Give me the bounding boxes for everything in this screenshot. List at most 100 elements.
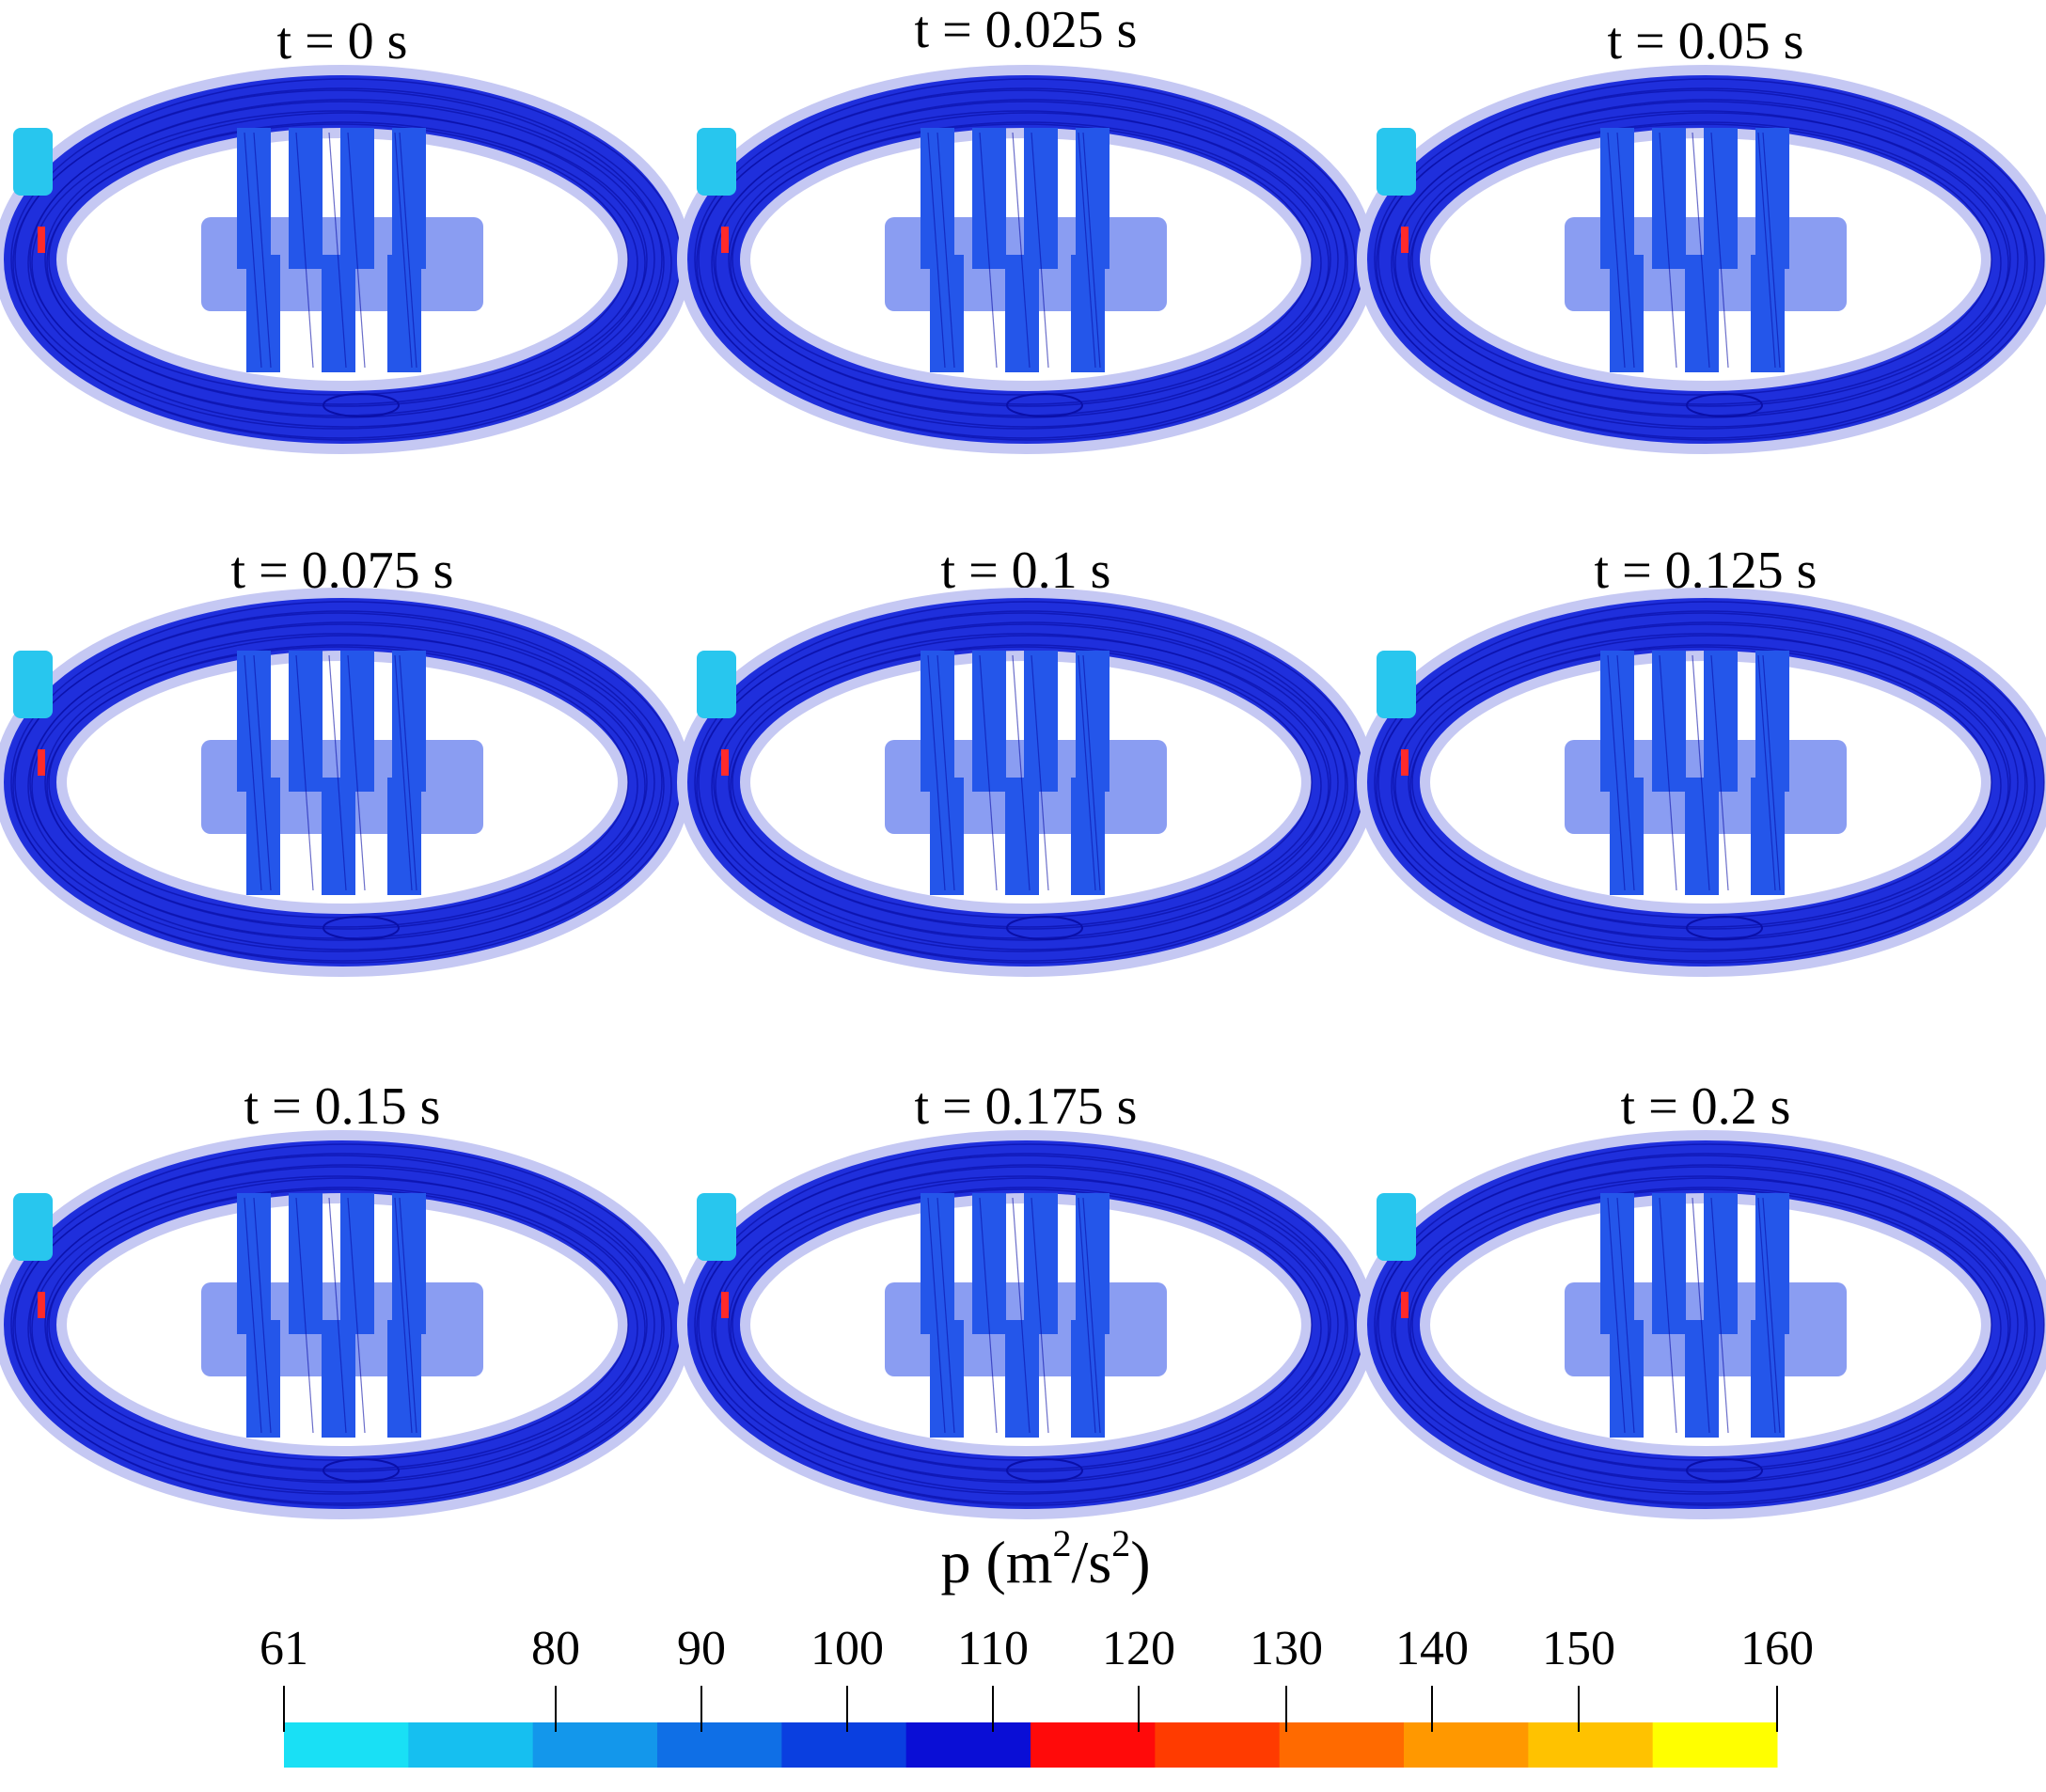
upper-channel [340, 651, 374, 792]
streamline [1391, 621, 2028, 951]
streamline [1394, 633, 2009, 939]
panel-title: t = 0.025 s [915, 1, 1138, 59]
upper-channel [972, 128, 1006, 269]
streamline [31, 1175, 646, 1482]
colorbar-segment [1528, 1722, 1654, 1768]
upper-channel [921, 1193, 954, 1334]
streamline [48, 123, 629, 396]
streamline [713, 1166, 1339, 1484]
streamline [715, 110, 1330, 417]
vortex [1006, 1458, 1083, 1483]
panel-title: t = 0.175 s [915, 1077, 1138, 1136]
lower-channel [246, 255, 280, 372]
upper-channel [972, 1193, 1006, 1334]
streamline [328, 654, 347, 891]
inlet [697, 1193, 736, 1261]
streamline [1408, 112, 2011, 407]
upper-channel [289, 1193, 323, 1334]
streamline [732, 123, 1313, 396]
streamline [1376, 610, 2036, 962]
streamline [1659, 1197, 1677, 1434]
streamline [927, 132, 946, 369]
upper-channel [1600, 651, 1634, 792]
colorbar-label: p (m2/s2) [940, 1522, 1150, 1596]
upper-channel [392, 128, 426, 269]
upper-channel [392, 1193, 426, 1334]
streamline [730, 121, 1322, 405]
flow-panel [0, 1130, 691, 1519]
upper-channel [921, 128, 954, 269]
inlet [13, 1193, 53, 1261]
streamline [713, 623, 1339, 941]
upper-channel [1024, 651, 1058, 792]
label-part: p (m [940, 1529, 1052, 1596]
streamline [1082, 1197, 1101, 1434]
hot-spot [721, 749, 729, 776]
upper-channel [1024, 128, 1058, 269]
lower-channel [930, 1320, 964, 1438]
streamline [711, 1164, 1348, 1493]
panel-title: t = 0.15 s [244, 1077, 441, 1136]
lower-channel [246, 1320, 280, 1438]
tick-label: 150 [1542, 1622, 1615, 1675]
streamline [698, 89, 1346, 430]
hot-spot [1401, 1292, 1409, 1318]
lower-channel [322, 255, 355, 372]
streamline [27, 621, 665, 951]
streamline [244, 132, 262, 369]
streamline [927, 654, 946, 891]
upper-channel [340, 128, 374, 269]
colorbar-segment [284, 1722, 409, 1768]
upper-channel [1704, 651, 1738, 792]
streamline [31, 633, 646, 939]
streamline [711, 621, 1348, 951]
streamline [730, 644, 1322, 928]
lower-channel [930, 255, 964, 372]
streamline [347, 1197, 366, 1434]
streamline [1409, 1187, 2002, 1470]
tick-label: 140 [1395, 1622, 1469, 1675]
streamline [1710, 1197, 1729, 1434]
hot-spot [1401, 227, 1409, 253]
streamline [1012, 132, 1031, 369]
tick-label: 61 [260, 1622, 308, 1675]
streamline [46, 121, 638, 405]
streamline [399, 1197, 417, 1434]
hot-spot [721, 227, 729, 253]
flow-panel [1357, 65, 2046, 454]
streamline [347, 132, 366, 369]
lower-channel [1610, 1320, 1644, 1438]
label-part: /s [1072, 1529, 1112, 1596]
streamline [728, 635, 1331, 930]
inlet [13, 128, 53, 196]
streamline [1408, 635, 2011, 930]
colorbar-segment [781, 1722, 907, 1768]
streamline [253, 1197, 272, 1434]
streamline [1078, 1197, 1096, 1434]
streamline [979, 654, 998, 891]
vortex [1006, 916, 1083, 940]
lower-channel [322, 778, 355, 895]
streamline [1616, 132, 1635, 369]
streamline [1391, 1164, 2028, 1493]
streamline [1012, 1197, 1031, 1434]
upper-channel [392, 651, 426, 792]
lower-channel [1610, 778, 1644, 895]
upper-channel [921, 651, 954, 792]
streamline [253, 654, 272, 891]
colorbar-segment [657, 1722, 782, 1768]
streamline [1607, 654, 1626, 891]
vortex [1686, 1458, 1763, 1483]
streamline [1393, 623, 2019, 941]
streamline [1393, 1166, 2019, 1484]
streamline [1659, 654, 1677, 891]
streamline [696, 610, 1356, 962]
streamline [14, 612, 663, 952]
streamline [1616, 1197, 1635, 1434]
streamline [244, 654, 262, 891]
streamline [394, 1197, 413, 1434]
streamline [1616, 654, 1635, 891]
label-part: ) [1130, 1529, 1150, 1596]
inlet [13, 651, 53, 718]
